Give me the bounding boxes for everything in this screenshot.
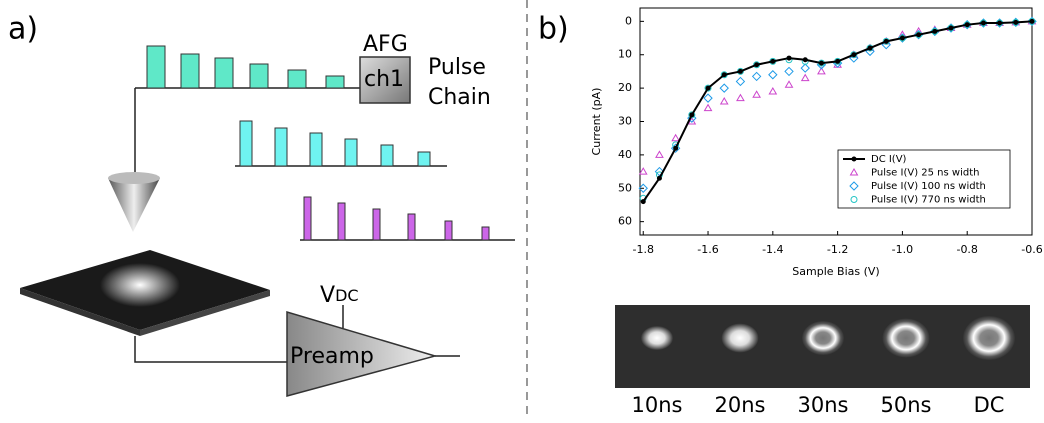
marker-dot — [964, 22, 970, 28]
vdc-sub: DC — [335, 286, 359, 305]
marker-dot — [883, 38, 889, 44]
panel-label: b) — [538, 12, 569, 47]
stm-spot — [641, 326, 673, 350]
x-tick-label: -0.8 — [956, 243, 977, 256]
marker-diamond — [735, 76, 746, 87]
stm-spot — [963, 316, 1015, 360]
legend-label: Pulse I(V) 770 ns width — [871, 195, 986, 206]
y-tick-label: 0 — [625, 14, 632, 27]
marker-triangle — [736, 93, 745, 102]
preamp-label: Preamp — [290, 344, 374, 369]
legend-marker — [849, 168, 859, 176]
panel-a: a) AFG ch1 Pulse Chain VDC Preamp — [8, 12, 515, 397]
marker-circle — [850, 51, 858, 59]
marker-dot — [673, 145, 679, 151]
y-tick-label: 30 — [618, 115, 632, 128]
y-tick-label: 60 — [618, 215, 632, 228]
marker-dot — [754, 62, 760, 68]
marker-diamond — [703, 93, 713, 103]
image-label: 20ns — [715, 393, 766, 417]
y-tick-label: 20 — [618, 81, 632, 94]
marker-diamond — [751, 71, 762, 82]
marker-dot — [835, 58, 841, 64]
x-tick-label: -1.8 — [633, 243, 654, 256]
x-tick-label: -0.6 — [1021, 243, 1042, 256]
marker-triangle — [817, 66, 826, 75]
channel-label: ch1 — [364, 67, 404, 92]
marker-dot — [786, 55, 792, 61]
marker-circle — [866, 44, 874, 52]
stm-spot — [721, 323, 759, 353]
vdc-label: VDC — [320, 283, 359, 308]
pulse-label: Pulse — [428, 55, 486, 80]
stm-spot — [802, 321, 844, 355]
legend-marker — [850, 196, 858, 203]
stm-spot — [882, 318, 930, 358]
marker-triangle — [655, 150, 664, 158]
marker-diamond — [768, 70, 778, 80]
marker-dot — [948, 25, 954, 31]
legend-label: Pulse I(V) 25 ns width — [871, 168, 979, 179]
marker-dot — [689, 112, 695, 118]
marker-dot — [640, 199, 646, 205]
marker-circle — [688, 111, 696, 119]
marker-diamond — [784, 66, 794, 77]
x-tick-label: -1.2 — [827, 243, 848, 256]
marker-dot — [737, 68, 743, 74]
marker-dot — [818, 60, 824, 66]
marker-triangle — [703, 103, 713, 112]
legend-box — [837, 149, 1011, 209]
marker-dot — [705, 85, 711, 91]
marker-dot — [916, 32, 922, 38]
marker-diamond — [654, 166, 665, 177]
marker-triangle — [800, 73, 810, 82]
x-tick-label: -1.4 — [762, 243, 783, 256]
marker-dot — [867, 45, 873, 51]
marker-triangle — [768, 86, 778, 95]
chart: 0 10 20 30 40 50 60 -1.8 -1.6 -1.4 -1.2 -1.0 -0.8 -0.… — [590, 7, 1043, 278]
x-tick-label: -1.6 — [697, 243, 718, 256]
image-row: 10ns 20ns 30ns 50ns DC — [615, 305, 1030, 417]
marker-dot — [899, 35, 905, 41]
marker-dot — [1013, 19, 1019, 25]
x-axis-label: Sample Bias (V) — [792, 265, 879, 278]
legend-marker — [849, 181, 859, 191]
legend-label: Pulse I(V) 100 ns width — [871, 181, 986, 192]
marker-dot — [1029, 18, 1035, 24]
marker-diamond — [638, 183, 648, 193]
legend-label: DC I(V) — [871, 154, 907, 165]
y-tick-label: 40 — [618, 148, 632, 161]
marker-dot — [997, 20, 1003, 26]
image-label: 10ns — [632, 393, 683, 417]
marker-triangle — [638, 167, 648, 175]
legend-marker — [851, 156, 857, 162]
chain-label: Chain — [428, 85, 491, 110]
marker-dot — [802, 57, 808, 63]
marker-triangle — [671, 133, 681, 142]
marker-circle — [704, 84, 712, 92]
marker-dot — [770, 58, 776, 64]
marker-dot — [721, 72, 727, 78]
marker-diamond — [719, 83, 729, 93]
image-label: 30ns — [798, 393, 849, 417]
y-tick-label: 50 — [618, 181, 632, 194]
marker-dot — [851, 52, 857, 58]
image-label: 50ns — [881, 393, 932, 417]
marker-dot — [932, 28, 938, 34]
marker-triangle — [752, 90, 761, 98]
marker-triangle — [784, 80, 794, 88]
x-tick-label: -1.0 — [892, 243, 913, 256]
marker-diamond — [800, 63, 810, 73]
panel-label: a) — [8, 12, 38, 47]
y-tick-label: 10 — [618, 48, 632, 61]
y-axis-label: Current (pA) — [590, 88, 603, 156]
marker-dot — [656, 175, 662, 181]
marker-dot — [980, 20, 986, 26]
afg-label: AFG — [363, 32, 408, 57]
marker-triangle — [719, 96, 729, 105]
image-label: DC — [974, 393, 1005, 417]
vdc-main: V — [320, 283, 335, 308]
